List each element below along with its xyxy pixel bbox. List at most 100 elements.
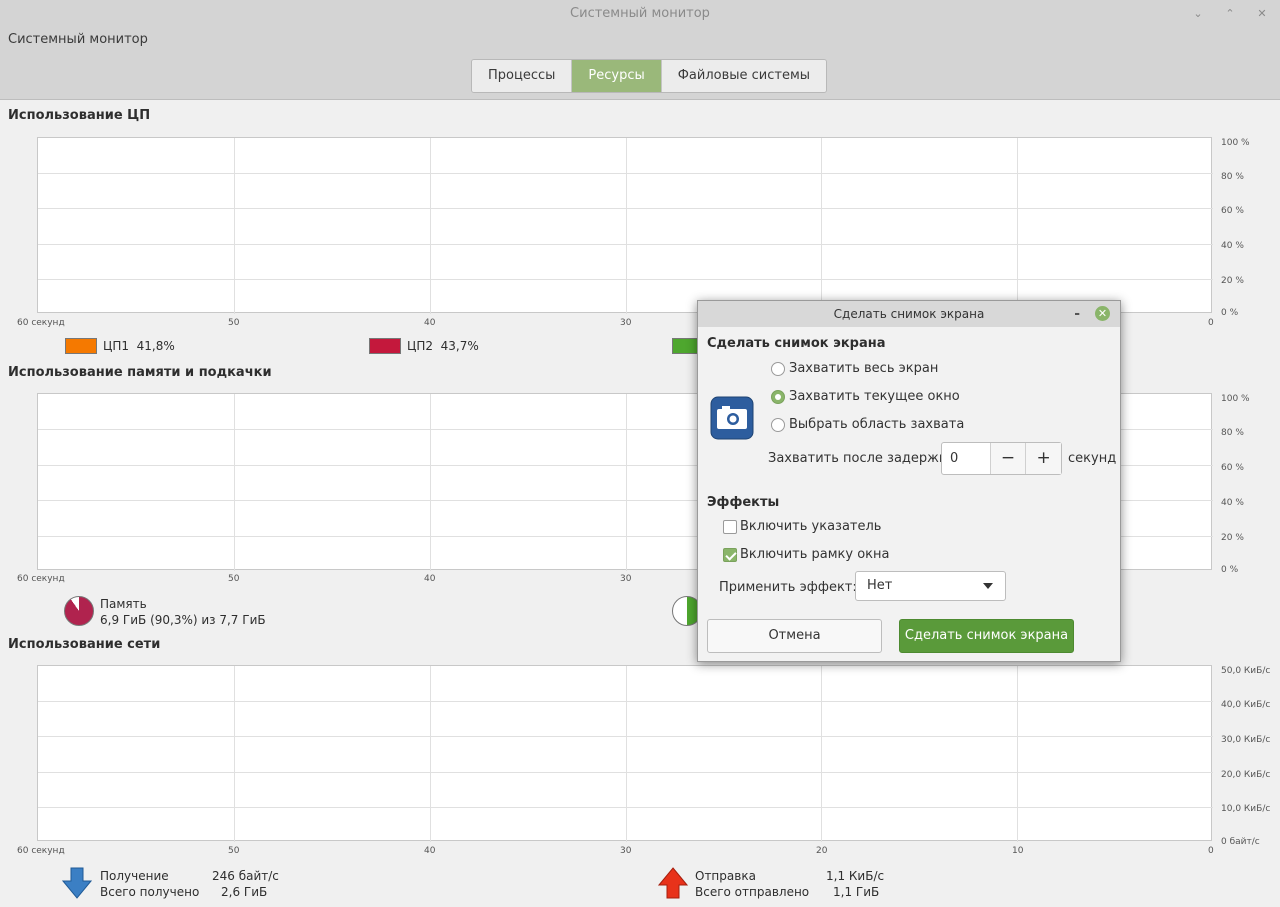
window-titlebar: Системный монитор ⌄ ⌃ ✕ bbox=[0, 0, 1280, 28]
receive-value: 246 байт/с bbox=[212, 869, 279, 883]
cpu2-color-swatch[interactable] bbox=[369, 338, 401, 354]
tab-filesystems[interactable]: Файловые системы bbox=[661, 60, 827, 92]
network-section-title: Использование сети bbox=[8, 637, 161, 652]
total-received-value: 2,6 ГиБ bbox=[221, 885, 268, 899]
radio-select-area[interactable] bbox=[771, 417, 785, 432]
net-y-tick: 40,0 КиБ/с bbox=[1221, 700, 1271, 710]
mem-x-tick: 60 секунд bbox=[17, 574, 65, 584]
cpu-graph bbox=[37, 137, 1213, 314]
view-switcher: Процессы Ресурсы Файловые системы bbox=[471, 59, 828, 93]
send-value: 1,1 КиБ/с bbox=[826, 869, 885, 883]
mem-x-tick: 40 bbox=[424, 574, 436, 584]
net-x-tick: 0 bbox=[1208, 846, 1214, 856]
cancel-button[interactable]: Отмена bbox=[707, 619, 882, 653]
net-y-tick: 50,0 КиБ/с bbox=[1221, 666, 1271, 676]
cpu-y-tick: 80 % bbox=[1221, 172, 1244, 182]
option-full-screen-label: Захватить весь экран bbox=[789, 361, 939, 376]
apply-effect-label: Применить эффект: bbox=[719, 580, 857, 595]
cpu-x-tick: 40 bbox=[424, 318, 436, 328]
cpu-x-tick: 60 секунд bbox=[17, 318, 65, 328]
mem-x-tick: 30 bbox=[620, 574, 632, 584]
cpu1-label: ЦП1 bbox=[103, 339, 129, 353]
include-pointer-checkbox[interactable] bbox=[723, 519, 737, 534]
cpu-y-tick: 40 % bbox=[1221, 241, 1244, 251]
network-graph bbox=[37, 665, 1213, 842]
receive-arrow-icon[interactable] bbox=[62, 867, 92, 899]
send-info: Отправка 1,1 КиБ/с Всего отправлено 1,1 Ги… bbox=[695, 868, 884, 900]
delay-decrement-button[interactable]: − bbox=[989, 443, 1026, 474]
net-y-tick: 30,0 КиБ/с bbox=[1221, 735, 1271, 745]
net-y-tick: 20,0 КиБ/с bbox=[1221, 770, 1271, 780]
total-received-label: Всего получено bbox=[100, 885, 200, 899]
cpu1-legend: ЦП1 41,8% bbox=[103, 339, 175, 353]
memory-value: 6,9 ГиБ (90,3%) из 7,7 ГиБ bbox=[100, 613, 266, 627]
radio-full-screen[interactable] bbox=[771, 361, 785, 376]
delay-spinner: 0 − + bbox=[941, 442, 1062, 475]
mem-y-tick: 80 % bbox=[1221, 428, 1244, 438]
cpu2-legend: ЦП2 43,7% bbox=[407, 339, 479, 353]
receive-info: Получение 246 байт/с Всего получено 2,6 Ги… bbox=[100, 868, 279, 900]
close-icon[interactable]: ✕ bbox=[1257, 7, 1267, 20]
cpu-x-tick: 30 bbox=[620, 318, 632, 328]
dialog-minimize-icon[interactable]: - bbox=[1074, 306, 1080, 322]
option-select-area-label: Выбрать область захвата bbox=[789, 417, 965, 432]
cpu-x-tick: 0 bbox=[1208, 318, 1214, 328]
effect-select[interactable]: Нет bbox=[855, 571, 1006, 601]
cpu1-color-swatch[interactable] bbox=[65, 338, 97, 354]
dialog-titlebar: Сделать снимок экрана - ✕ bbox=[698, 301, 1120, 327]
dialog-title: Сделать снимок экрана bbox=[833, 307, 985, 321]
memory-label: Память bbox=[100, 597, 147, 611]
net-x-tick: 50 bbox=[228, 846, 240, 856]
option-full-screen[interactable]: Захватить весь экран bbox=[771, 361, 938, 376]
option-select-area[interactable]: Выбрать область захвата bbox=[771, 417, 964, 432]
include-pointer-option[interactable]: Включить указатель bbox=[723, 519, 881, 534]
dialog-heading: Сделать снимок экрана bbox=[707, 336, 886, 351]
effects-heading: Эффекты bbox=[707, 495, 780, 510]
mem-x-tick: 50 bbox=[228, 574, 240, 584]
include-border-option[interactable]: Включить рамку окна bbox=[723, 547, 890, 562]
minimize-icon[interactable]: ⌄ bbox=[1193, 7, 1203, 20]
dialog-close-icon[interactable]: ✕ bbox=[1095, 306, 1110, 321]
total-sent-label: Всего отправлено bbox=[695, 885, 810, 899]
cpu-y-tick: 60 % bbox=[1221, 206, 1244, 216]
cpu-section-title: Использование ЦП bbox=[8, 108, 151, 123]
effect-select-value: Нет bbox=[867, 578, 893, 593]
net-x-tick: 40 bbox=[424, 846, 436, 856]
net-x-tick: 60 секунд bbox=[17, 846, 65, 856]
take-screenshot-button[interactable]: Сделать снимок экрана bbox=[899, 619, 1074, 653]
include-border-label: Включить рамку окна bbox=[740, 547, 890, 562]
cpu-x-tick: 50 bbox=[228, 318, 240, 328]
cpu-y-tick: 100 % bbox=[1221, 138, 1250, 148]
tab-resources[interactable]: Ресурсы bbox=[572, 60, 662, 92]
delay-input[interactable]: 0 bbox=[950, 451, 959, 466]
mem-y-tick: 60 % bbox=[1221, 463, 1244, 473]
tab-processes[interactable]: Процессы bbox=[472, 60, 573, 92]
chevron-down-icon bbox=[983, 583, 993, 589]
include-pointer-label: Включить указатель bbox=[740, 519, 882, 534]
app-name: Системный монитор bbox=[8, 32, 148, 47]
total-sent-value: 1,1 ГиБ bbox=[833, 885, 880, 899]
net-y-tick: 10,0 КиБ/с bbox=[1221, 804, 1271, 814]
mem-y-tick: 0 % bbox=[1221, 565, 1239, 575]
radio-current-window[interactable] bbox=[771, 389, 785, 404]
net-x-tick: 20 bbox=[816, 846, 828, 856]
camera-icon bbox=[710, 396, 754, 440]
option-current-window[interactable]: Захватить текущее окно bbox=[771, 389, 960, 404]
net-y-tick: 0 байт/с bbox=[1221, 837, 1260, 847]
cpu-y-tick: 0 % bbox=[1221, 308, 1239, 318]
receive-label: Получение bbox=[100, 869, 169, 883]
cpu2-label: ЦП2 bbox=[407, 339, 433, 353]
include-border-checkbox[interactable] bbox=[723, 547, 737, 562]
header-bar: Системный монитор Процессы Ресурсы Файло… bbox=[0, 28, 1280, 100]
screenshot-dialog: Сделать снимок экрана - ✕ Сделать снимок… bbox=[697, 300, 1121, 662]
net-x-tick: 30 bbox=[620, 846, 632, 856]
mem-y-tick: 100 % bbox=[1221, 394, 1250, 404]
cpu-graph-canvas bbox=[38, 138, 1213, 314]
delay-increment-button[interactable]: + bbox=[1025, 443, 1062, 474]
maximize-icon[interactable]: ⌃ bbox=[1225, 7, 1235, 20]
net-x-tick: 10 bbox=[1012, 846, 1024, 856]
memory-info: Память 6,9 ГиБ (90,3%) из 7,7 ГиБ bbox=[100, 596, 266, 628]
cpu2-value: 43,7% bbox=[440, 339, 479, 353]
send-arrow-icon[interactable] bbox=[658, 867, 688, 899]
memory-pie-icon[interactable] bbox=[64, 596, 94, 626]
